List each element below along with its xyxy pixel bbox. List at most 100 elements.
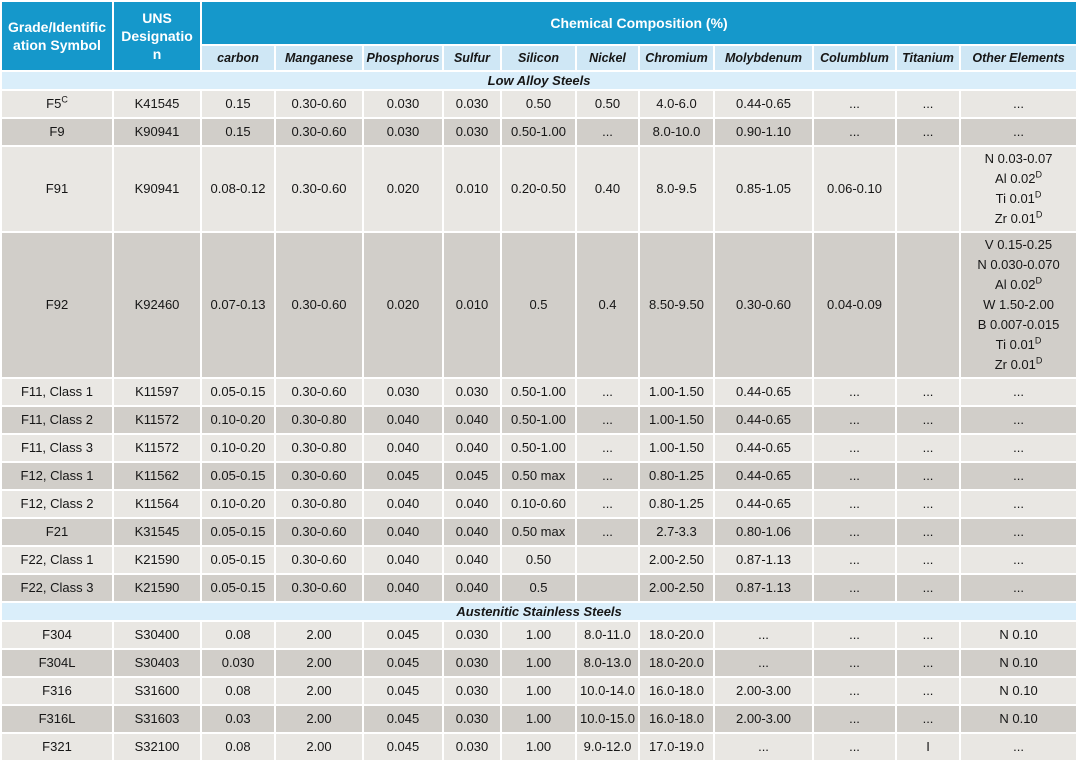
uns-cell: K41545: [114, 91, 200, 117]
value-cell: ...: [814, 547, 895, 573]
value-cell: 0.040: [364, 407, 442, 433]
table-row: F11, Class 2 K11572 0.10-0.20 0.30-0.80 0.04…: [2, 407, 1077, 433]
value-cell: 0.010: [444, 233, 500, 377]
value-cell: 0.44-0.65: [715, 491, 812, 517]
section-title: Austenitic Stainless Steels: [2, 603, 1077, 620]
table-row: F316 S31600 0.08 2.00 0.045 0.030 1.00 10.0-14.…: [2, 678, 1077, 704]
value-line: N 0.030-0.070: [977, 257, 1060, 272]
value-cell: 0.07-0.13: [202, 233, 274, 377]
value-cell: ...: [814, 407, 895, 433]
value-cell: ...: [897, 91, 959, 117]
value-cell: 0.85-1.05: [715, 147, 812, 231]
value-cell: 0.80-1.25: [640, 491, 713, 517]
value-cell: 0.4: [577, 233, 638, 377]
uns-cell: K11572: [114, 407, 200, 433]
value-line: B 0.007-0.015: [977, 317, 1060, 332]
value-cell: 1.00-1.50: [640, 407, 713, 433]
value-cell: 0.040: [444, 547, 500, 573]
value-cell: 0.010: [444, 147, 500, 231]
grade-cell: F11, Class 3: [2, 435, 112, 461]
value-cell: 1.00: [502, 650, 575, 676]
table-row: F304L S30403 0.030 2.00 0.045 0.030 1.00 8.0-13…: [2, 650, 1077, 676]
value-cell: 16.0-18.0: [640, 706, 713, 732]
value-cell: 0.040: [364, 519, 442, 545]
value-cell: 1.00: [502, 734, 575, 760]
value-cell: 0.30-0.60: [276, 575, 362, 601]
grade-cell: F91: [2, 147, 112, 231]
value-cell: 8.50-9.50: [640, 233, 713, 377]
column-header-sulfur: Sulfur: [444, 46, 500, 70]
value-cell: 0.30-0.60: [276, 147, 362, 231]
value-cell: 0.30-0.60: [276, 91, 362, 117]
value-line: N 0.03-0.07: [984, 151, 1053, 166]
value-cell: 0.90-1.10: [715, 119, 812, 145]
value-cell: 0.030: [444, 678, 500, 704]
value-cell: 0.045: [364, 678, 442, 704]
uns-cell: K11572: [114, 435, 200, 461]
value-cell: 0.44-0.65: [715, 379, 812, 405]
column-header-chemical-composition: Chemical Composition (%): [202, 2, 1077, 44]
value-cell: 2.00: [276, 734, 362, 760]
value-cell: ...: [814, 622, 895, 648]
value-cell: ...: [897, 119, 959, 145]
value-cell: 10.0-15.0: [577, 706, 638, 732]
column-header-chromium: Chromium: [640, 46, 713, 70]
value-cell: 0.020: [364, 233, 442, 377]
section-title: Low Alloy Steels: [2, 72, 1077, 89]
value-cell: 2.00: [276, 650, 362, 676]
uns-cell: K90941: [114, 147, 200, 231]
value-cell: 0.10-0.20: [202, 491, 274, 517]
grade-cell: F92: [2, 233, 112, 377]
value-cell: 0.08: [202, 734, 274, 760]
value-cell: ...: [897, 519, 959, 545]
value-cell: ...: [577, 463, 638, 489]
value-cell: 8.0-9.5: [640, 147, 713, 231]
value-cell: 0.030: [444, 622, 500, 648]
value-cell: 0.80-1.06: [715, 519, 812, 545]
value-cell: 0.30-0.60: [276, 519, 362, 545]
value-cell: 0.040: [364, 575, 442, 601]
value-cell: 0.040: [364, 435, 442, 461]
value-cell: 0.030: [364, 91, 442, 117]
grade-cell: F316: [2, 678, 112, 704]
value-cell: 0.30-0.80: [276, 407, 362, 433]
value-cell: 0.15: [202, 91, 274, 117]
uns-cell: K31545: [114, 519, 200, 545]
table-row: F12, Class 1 K11562 0.05-0.15 0.30-0.60 0.04…: [2, 463, 1077, 489]
value-cell: 0.08: [202, 622, 274, 648]
table-row: F91 K90941 0.08-0.12 0.30-0.60 0.020 0.010 0.2…: [2, 147, 1077, 231]
value-cell: 2.00: [276, 706, 362, 732]
table-row: F22, Class 1 K21590 0.05-0.15 0.30-0.60 0.04…: [2, 547, 1077, 573]
value-cell: 0.50-1.00: [502, 435, 575, 461]
grade-cell: F5C: [2, 91, 112, 117]
value-cell: 1.00-1.50: [640, 435, 713, 461]
value-cell: 0.50-1.00: [502, 379, 575, 405]
value-cell: 0.04-0.09: [814, 233, 895, 377]
value-cell: ...: [897, 379, 959, 405]
value-cell: 17.0-19.0: [640, 734, 713, 760]
column-header-carbon: carbon: [202, 46, 274, 70]
table-body: Low Alloy Steels F5C K41545 0.15 0.30-0.60 0.…: [2, 72, 1077, 760]
value-cell: 0.50: [577, 91, 638, 117]
value-line: Ti 0.01D: [995, 335, 1042, 352]
value-cell: 0.10-0.20: [202, 407, 274, 433]
value-cell: 1.00: [502, 706, 575, 732]
value-cell: 8.0-13.0: [577, 650, 638, 676]
value-cell: ...: [814, 650, 895, 676]
section-row: Austenitic Stainless Steels: [2, 603, 1077, 620]
value-cell: 9.0-12.0: [577, 734, 638, 760]
uns-cell: S32100: [114, 734, 200, 760]
grade-cell: F321: [2, 734, 112, 760]
value-cell: 0.15: [202, 119, 274, 145]
value-cell: [577, 547, 638, 573]
value-cell: ...: [897, 435, 959, 461]
column-header-molybdenum: Molybdenum: [715, 46, 812, 70]
value-cell: 0.30-0.80: [276, 435, 362, 461]
value-cell: ...: [577, 435, 638, 461]
value-cell: ...: [814, 435, 895, 461]
value-cell: 8.0-11.0: [577, 622, 638, 648]
value-cell: 0.30-0.60: [276, 119, 362, 145]
value-cell: ...: [814, 491, 895, 517]
value-cell: N 0.10: [961, 650, 1077, 676]
value-cell: ...: [814, 91, 895, 117]
